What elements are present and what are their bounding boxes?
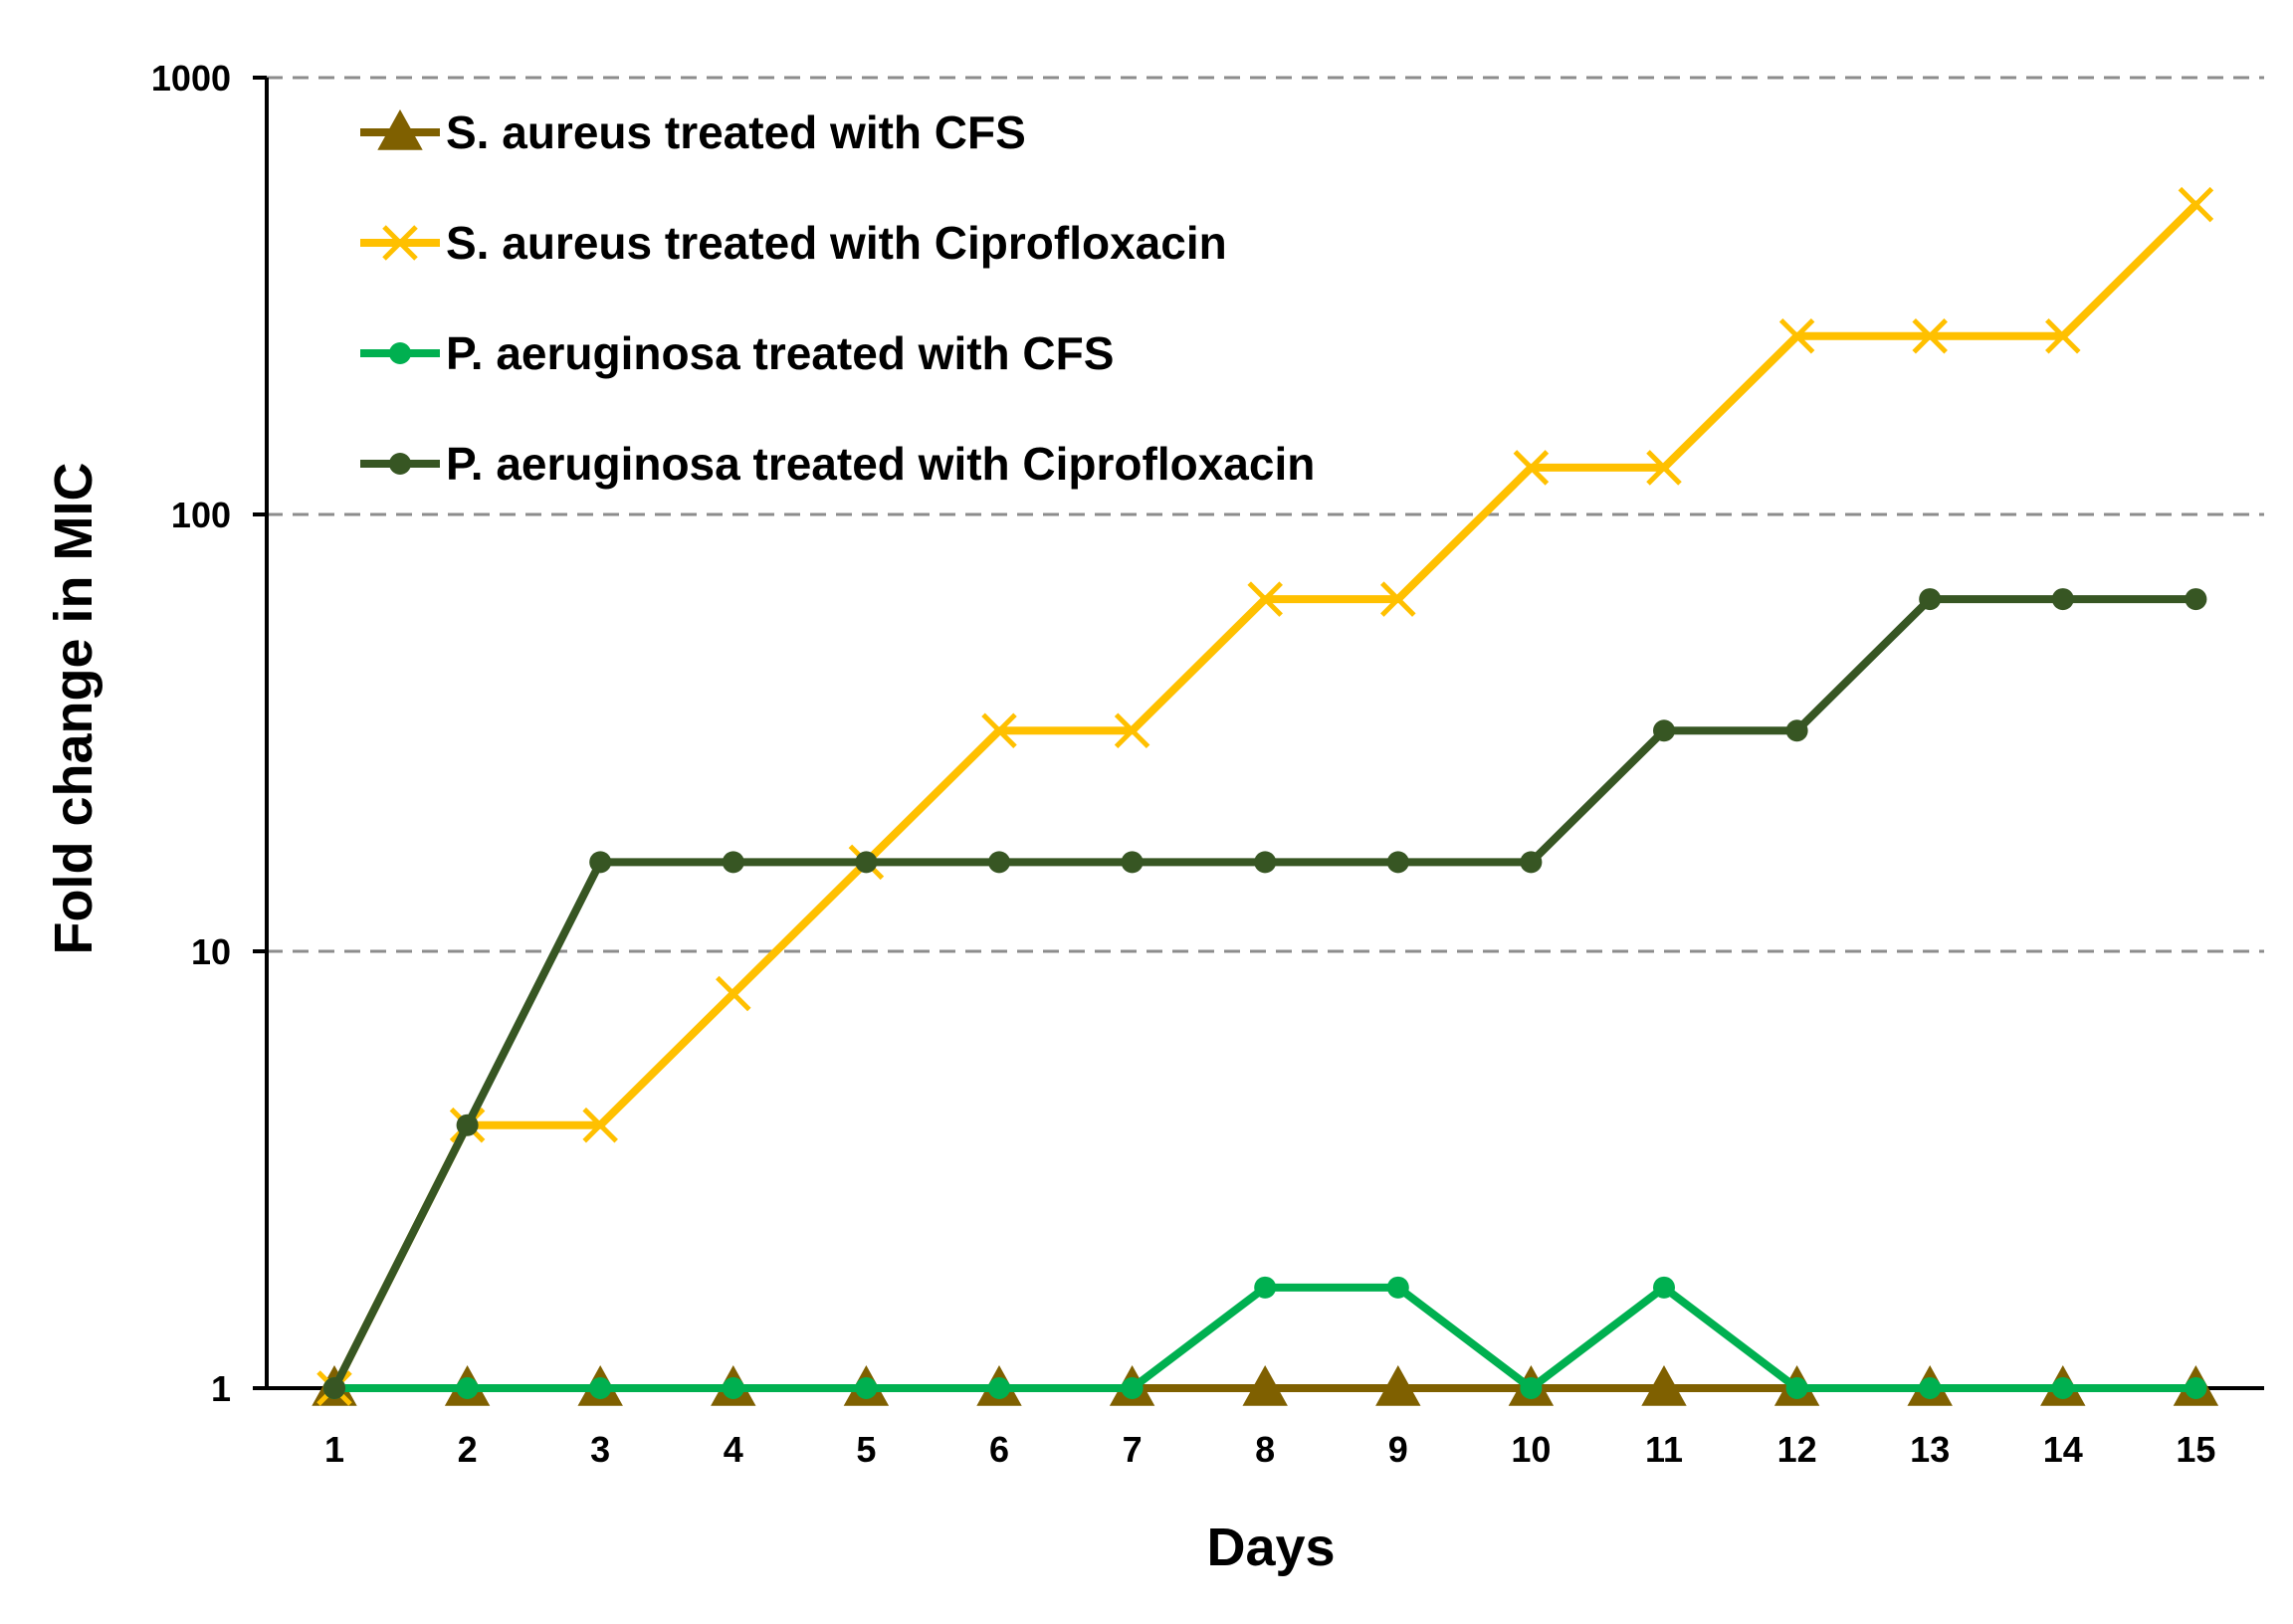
legend-item: S. aureus treated with CFS bbox=[360, 106, 1026, 158]
legend-item: P. aeruginosa treated with Ciprofloxacin bbox=[360, 438, 1315, 490]
legend-label: S. aureus treated with Ciprofloxacin bbox=[446, 217, 1227, 269]
data-point bbox=[1520, 851, 1543, 874]
data-point bbox=[1785, 719, 1808, 742]
data-point bbox=[1242, 1364, 1288, 1406]
data-point bbox=[855, 1377, 878, 1399]
data-point bbox=[1653, 719, 1675, 742]
data-point bbox=[855, 851, 878, 874]
x-tick-label: 3 bbox=[590, 1429, 610, 1470]
data-point bbox=[1785, 1377, 1808, 1399]
data-point bbox=[1653, 1276, 1675, 1299]
data-point bbox=[1254, 1276, 1277, 1299]
data-point bbox=[1121, 851, 1144, 874]
data-point bbox=[1520, 1377, 1543, 1399]
data-point bbox=[2178, 186, 2214, 223]
data-point bbox=[1247, 581, 1283, 617]
series-2 bbox=[316, 186, 2214, 1406]
legend-swatch-marker bbox=[382, 225, 418, 261]
data-point bbox=[456, 1377, 479, 1399]
x-tick-label: 10 bbox=[1511, 1429, 1551, 1470]
x-tick-label: 7 bbox=[1123, 1429, 1143, 1470]
x-tick-label: 6 bbox=[989, 1429, 1009, 1470]
gridlines bbox=[267, 76, 2264, 953]
data-point bbox=[988, 851, 1010, 874]
data-point bbox=[2051, 1377, 2074, 1399]
x-tick-label: 1 bbox=[324, 1429, 344, 1470]
y-tick-label: 10 bbox=[191, 931, 231, 972]
data-point bbox=[582, 1107, 618, 1143]
legend-swatch-marker bbox=[377, 108, 423, 150]
data-point bbox=[988, 1377, 1010, 1399]
x-tick-labels: 1 2 3 4 5 6 7 8 9 10 11 12 13 14 15 bbox=[324, 1429, 2215, 1470]
data-point bbox=[1375, 1364, 1421, 1406]
x-tick-label: 12 bbox=[1777, 1429, 1817, 1470]
data-point bbox=[722, 1377, 744, 1399]
legend-label: S. aureus treated with CFS bbox=[446, 106, 1026, 158]
legend: S. aureus treated with CFS S. aureus trea… bbox=[360, 106, 1315, 490]
data-point bbox=[1646, 450, 1682, 486]
data-point bbox=[2185, 588, 2207, 611]
legend-item: P. aeruginosa treated with CFS bbox=[360, 327, 1114, 379]
x-tick-label: 15 bbox=[2176, 1429, 2215, 1470]
series-line bbox=[330, 595, 2200, 1392]
data-point bbox=[589, 1377, 612, 1399]
x-tick-label: 5 bbox=[856, 1429, 876, 1470]
data-point bbox=[1386, 1276, 1409, 1299]
data-point bbox=[2185, 1377, 2207, 1399]
series-4 bbox=[323, 588, 2207, 1399]
series-layer bbox=[312, 186, 2219, 1406]
y-axis-title: Fold change in MIC bbox=[44, 463, 104, 955]
data-point bbox=[2051, 588, 2074, 611]
y-tick-label: 100 bbox=[171, 495, 231, 535]
x-tick-label: 13 bbox=[1910, 1429, 1950, 1470]
data-point bbox=[1912, 318, 1948, 354]
legend-swatch-marker bbox=[389, 342, 411, 364]
data-point bbox=[1386, 851, 1409, 874]
y-tick-label: 1 bbox=[211, 1368, 231, 1409]
data-point bbox=[716, 975, 751, 1012]
legend-label: P. aeruginosa treated with CFS bbox=[446, 327, 1114, 379]
legend-item: S. aureus treated with Ciprofloxacin bbox=[360, 217, 1227, 269]
x-tick-label: 8 bbox=[1255, 1429, 1275, 1470]
x-tick-label: 9 bbox=[1388, 1429, 1408, 1470]
data-point bbox=[1513, 450, 1550, 486]
legend-label: P. aeruginosa treated with Ciprofloxacin bbox=[446, 438, 1315, 490]
data-point bbox=[2045, 318, 2081, 354]
data-point bbox=[722, 851, 744, 874]
data-point bbox=[1641, 1364, 1687, 1406]
series-3 bbox=[323, 1276, 2207, 1399]
legend-swatch-marker bbox=[389, 453, 411, 475]
data-point bbox=[323, 1377, 345, 1399]
data-point bbox=[456, 1114, 479, 1136]
data-point bbox=[1114, 712, 1150, 749]
data-point bbox=[1254, 851, 1277, 874]
x-tick-label: 11 bbox=[1645, 1429, 1683, 1470]
series-line bbox=[330, 200, 2200, 1392]
x-tick-label: 4 bbox=[724, 1429, 743, 1470]
data-point bbox=[1919, 588, 1942, 611]
data-point bbox=[1919, 1377, 1942, 1399]
x-axis-title: Days bbox=[1206, 1518, 1335, 1577]
data-point bbox=[589, 851, 612, 874]
data-point bbox=[1380, 581, 1416, 617]
data-point bbox=[981, 712, 1017, 749]
data-point bbox=[1121, 1377, 1144, 1399]
x-tick-label: 2 bbox=[458, 1429, 478, 1470]
y-tick-labels: 1 10 100 1000 bbox=[151, 58, 267, 1409]
y-tick-label: 1000 bbox=[151, 58, 231, 99]
x-tick-label: 14 bbox=[2043, 1429, 2083, 1470]
data-point bbox=[1778, 318, 1815, 354]
